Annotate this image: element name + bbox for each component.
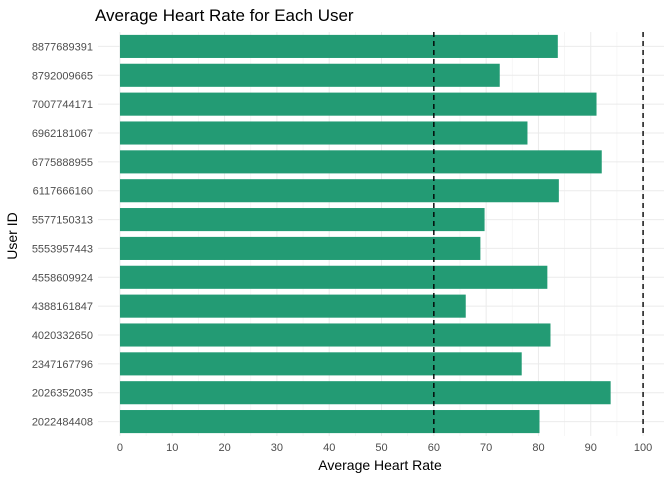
x-tick-label: 20 [218, 442, 230, 454]
y-tick-label: 6962181067 [32, 128, 93, 140]
y-tick-label: 2026352035 [32, 388, 93, 400]
bar [119, 179, 559, 203]
chart-title: Average Heart Rate for Each User [95, 6, 354, 25]
y-axis-title: User ID [4, 212, 20, 259]
x-tick-label: 90 [585, 442, 597, 454]
y-tick-label: 2022484408 [32, 417, 93, 429]
x-axis-tick-labels: 0 10 20 30 40 50 60 70 80 90 100 [117, 442, 652, 454]
x-tick-label: 80 [532, 442, 544, 454]
bar [119, 323, 551, 347]
bar [119, 352, 522, 376]
y-tick-label: 6117666160 [33, 186, 93, 198]
bar [119, 208, 485, 232]
y-tick-label: 7007744171 [32, 99, 93, 111]
y-axis-tick-labels: 8877689391 8792009665 7007744171 6962181067… [32, 41, 93, 428]
x-tick-label: 40 [323, 442, 335, 454]
bar [119, 381, 611, 405]
y-tick-label: 5577150313 [32, 215, 93, 227]
x-tick-label: 70 [480, 442, 492, 454]
reference-lines [433, 32, 644, 436]
bar [119, 265, 548, 289]
bar [119, 63, 500, 87]
x-tick-label: 30 [271, 442, 283, 454]
y-tick-label: 4388161847 [32, 301, 93, 313]
bar [119, 294, 466, 318]
bar [119, 121, 528, 145]
x-tick-label: 100 [634, 442, 652, 454]
y-tick-label: 8792009665 [32, 70, 93, 82]
bars [119, 34, 611, 434]
x-tick-label: 50 [375, 442, 387, 454]
y-tick-label: 5553957443 [32, 243, 93, 255]
y-tick-label: 8877689391 [32, 41, 93, 53]
x-axis-title: Average Heart Rate [318, 457, 442, 473]
bar [119, 236, 481, 260]
y-tick-label: 2347167796 [32, 359, 93, 371]
y-tick-label: 4020332650 [32, 330, 93, 342]
x-tick-label: 10 [166, 442, 178, 454]
bar [119, 34, 558, 58]
y-tick-label: 4558609924 [32, 272, 93, 284]
bar [119, 92, 597, 116]
x-tick-label: 60 [428, 442, 440, 454]
y-tick-label: 6775888955 [32, 157, 93, 169]
bar [119, 150, 602, 174]
bar [119, 410, 540, 434]
x-tick-label: 0 [117, 442, 123, 454]
